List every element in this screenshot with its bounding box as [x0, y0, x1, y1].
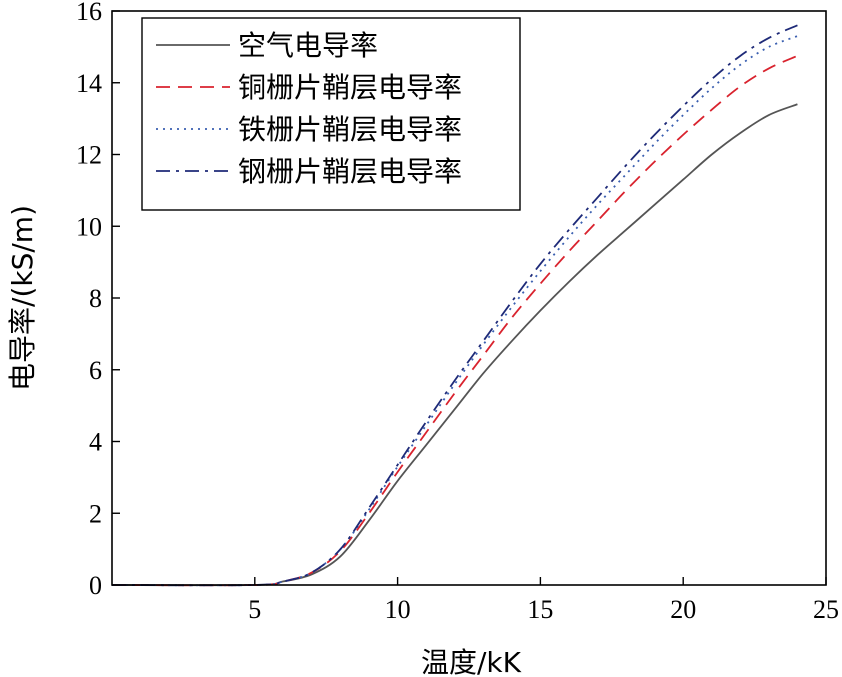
series-line-4 — [111, 24, 798, 587]
y-tick-label: 12 — [76, 141, 102, 170]
y-tick-label: 14 — [76, 69, 102, 98]
y-axis: 0 2 4 6 8 10 12 14 16 — [76, 0, 120, 600]
y-tick-label: 10 — [76, 212, 102, 241]
y-tick-label: 0 — [89, 571, 102, 600]
x-tick-label: 15 — [527, 595, 553, 624]
series-line-2 — [111, 55, 798, 587]
plot-lines — [111, 24, 798, 587]
x-axis: 5 10 15 20 25 — [248, 577, 839, 624]
x-tick-label: 25 — [813, 595, 839, 624]
legend-label: 钢栅片鞘层电导率 — [238, 155, 462, 188]
x-tick-label: 5 — [248, 595, 261, 624]
legend-label: 铁栅片鞘层电导率 — [238, 113, 462, 146]
y-tick-label: 6 — [89, 356, 102, 385]
series-line-1 — [111, 103, 798, 587]
x-axis-label: 温度/kK — [421, 646, 522, 677]
legend-label: 铜栅片鞘层电导率 — [238, 71, 462, 104]
y-tick-label: 2 — [89, 499, 102, 528]
y-tick-label: 16 — [76, 0, 102, 26]
y-tick-label: 8 — [89, 284, 102, 313]
legend-box — [141, 17, 521, 211]
x-tick-label: 10 — [385, 595, 411, 624]
y-tick-label: 4 — [89, 428, 102, 457]
y-axis-label: 电导率/(kS/m) — [6, 205, 39, 391]
x-tick-label: 20 — [670, 595, 696, 624]
legend-label: 空气电导率 — [238, 29, 378, 62]
